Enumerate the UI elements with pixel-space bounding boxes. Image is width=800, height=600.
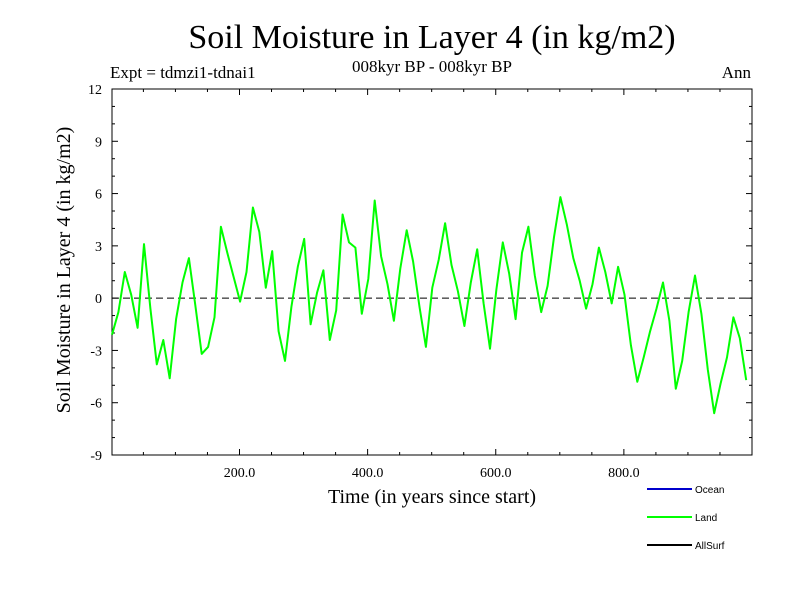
x-axis-label: Time (in years since start) [328, 486, 536, 508]
x-tick-label: 200.0 [224, 466, 256, 481]
y-tick-label: 6 [95, 188, 102, 203]
y-axis-label: Soil Moisture in Layer 4 (in kg/m2) [53, 127, 75, 414]
plot-frame [111, 88, 753, 456]
y-tick-label: 9 [95, 135, 102, 150]
x-tick-label: 600.0 [480, 466, 512, 481]
legend: Ocean Land AllSurf [647, 485, 725, 552]
y-tick-label: 0 [95, 292, 102, 307]
series-line-land [111, 196, 748, 415]
legend-label-allsurf: AllSurf [695, 541, 725, 552]
x-tick-label: 800.0 [608, 466, 640, 481]
plot-area: -9 -6 -3 0 3 6 9 12 200.0 400.0 600.0 800.0 [88, 83, 753, 481]
season-label: Ann [722, 63, 752, 82]
legend-label-ocean: Ocean [695, 485, 724, 496]
chart-title: Soil Moisture in Layer 4 (in kg/m2) [188, 19, 675, 56]
chart-subtitle: 008kyr BP - 008kyr BP [352, 57, 512, 76]
y-tick-label: 12 [88, 83, 102, 98]
y-tick-label: -6 [90, 397, 102, 412]
y-tick-label: -3 [90, 344, 102, 359]
y-tick-label: -9 [90, 449, 102, 464]
experiment-label: Expt = tdmzi1-tdnai1 [110, 63, 256, 82]
y-tick-label: 3 [95, 240, 102, 255]
legend-label-land: Land [695, 513, 717, 524]
x-tick-label: 400.0 [352, 466, 384, 481]
